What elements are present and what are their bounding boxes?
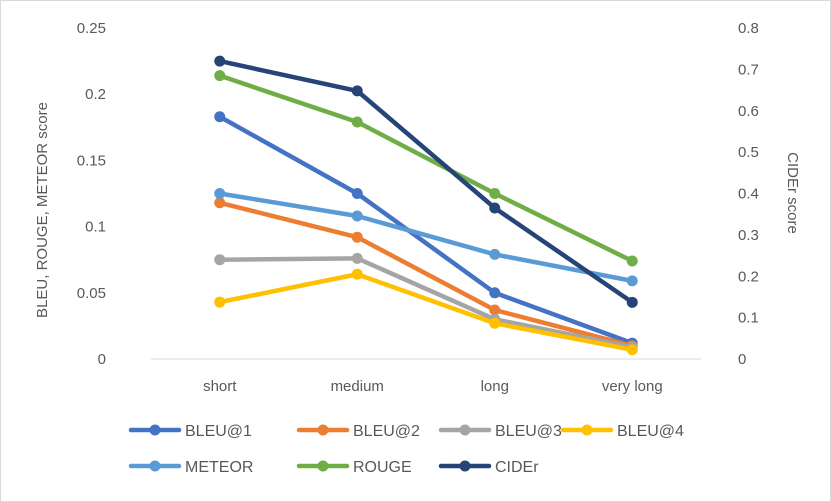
legend-label: BLEU@1	[185, 423, 252, 440]
legend-label: BLEU@2	[353, 423, 420, 440]
data-point	[214, 296, 226, 308]
left-y-tick-label: 0.05	[77, 285, 106, 302]
legend-item: BLEU@2	[296, 423, 420, 440]
data-point	[351, 231, 363, 243]
series-lines	[214, 55, 638, 356]
x-tick-label: long	[481, 378, 509, 395]
right-y-tick-label: 0.4	[738, 186, 759, 203]
data-point	[351, 268, 363, 280]
right-y-tick-label: 0	[738, 351, 746, 368]
data-point	[489, 287, 501, 299]
legend-label: CIDEr	[495, 459, 539, 476]
series-line	[217, 114, 635, 346]
right-y-tick-label: 0.8	[738, 20, 759, 37]
data-point	[489, 304, 501, 316]
legend-item: BLEU@4	[560, 423, 684, 440]
data-point	[214, 70, 226, 82]
series-line	[217, 191, 635, 284]
left-y-tick-label: 0.2	[85, 86, 106, 103]
right-y-tick-label: 0.6	[738, 103, 759, 120]
legend-item: CIDEr	[438, 459, 539, 476]
legend-item: BLEU@1	[128, 423, 252, 440]
left-y-tick-label: 0.1	[85, 219, 106, 236]
left-y-tick-label: 0.15	[77, 152, 106, 169]
legend-label: BLEU@3	[495, 423, 562, 440]
left-y-tick-label: 0	[98, 351, 106, 368]
legend-label: METEOR	[185, 459, 253, 476]
data-point	[214, 111, 226, 123]
data-point	[214, 188, 226, 199]
legend-swatch-marker	[149, 460, 161, 472]
data-point	[626, 296, 638, 308]
legend: BLEU@1 BLEU@2 BLEU@3 BLEU@4 METEOR ROUGE CIDEr	[128, 423, 684, 476]
series-line	[217, 200, 635, 349]
series-line	[217, 256, 635, 350]
series-line	[217, 73, 635, 264]
legend-swatch-marker	[149, 424, 161, 436]
data-point	[351, 116, 363, 128]
data-point	[214, 254, 226, 266]
x-tick-label: very long	[602, 378, 663, 395]
series-meteor	[214, 188, 638, 287]
data-point	[351, 210, 363, 222]
right-axis-title: CIDEr score	[784, 152, 801, 234]
axes: 0 0.05 0.1 0.15 0.2 0.25 0 0.1 0.2 0.3 0.4 0.5 0.6 0.…	[77, 20, 759, 395]
data-point	[489, 188, 501, 199]
data-point	[626, 344, 638, 356]
series-rouge	[214, 70, 638, 267]
x-tick-label: medium	[331, 378, 384, 395]
data-point	[489, 317, 501, 329]
series-line	[217, 272, 635, 352]
legend-swatch-marker	[459, 424, 471, 436]
right-y-tick-label: 0.1	[738, 310, 759, 327]
data-point	[214, 55, 226, 67]
data-point	[626, 255, 638, 267]
data-point	[214, 197, 226, 209]
left-y-tick-label: 0.25	[77, 20, 106, 37]
legend-swatch-marker	[317, 424, 329, 436]
series-bleu-4	[214, 268, 638, 356]
legend-item: ROUGE	[296, 459, 412, 476]
legend-item: METEOR	[128, 459, 253, 476]
data-point	[489, 248, 501, 260]
data-point	[351, 188, 363, 199]
legend-swatch-marker	[581, 424, 593, 436]
data-point	[489, 202, 501, 214]
x-tick-label: short	[203, 378, 237, 395]
legend-swatch-marker	[317, 460, 329, 472]
data-point	[351, 85, 363, 97]
legend-swatch-marker	[459, 460, 471, 472]
data-point	[351, 252, 363, 264]
right-y-tick-label: 0.5	[738, 144, 759, 161]
left-axis-title: BLEU, ROUGE, METEOR score	[34, 102, 51, 318]
right-y-tick-label: 0.3	[738, 227, 759, 244]
legend-label: ROUGE	[353, 459, 412, 476]
legend-item: BLEU@3	[438, 423, 562, 440]
series-line	[217, 58, 635, 305]
series-cider	[214, 55, 638, 308]
right-y-tick-label: 0.7	[738, 61, 759, 78]
legend-label: BLEU@4	[617, 423, 684, 440]
right-y-tick-label: 0.2	[738, 268, 759, 285]
series-bleu-2	[214, 197, 638, 352]
data-point	[626, 275, 638, 287]
